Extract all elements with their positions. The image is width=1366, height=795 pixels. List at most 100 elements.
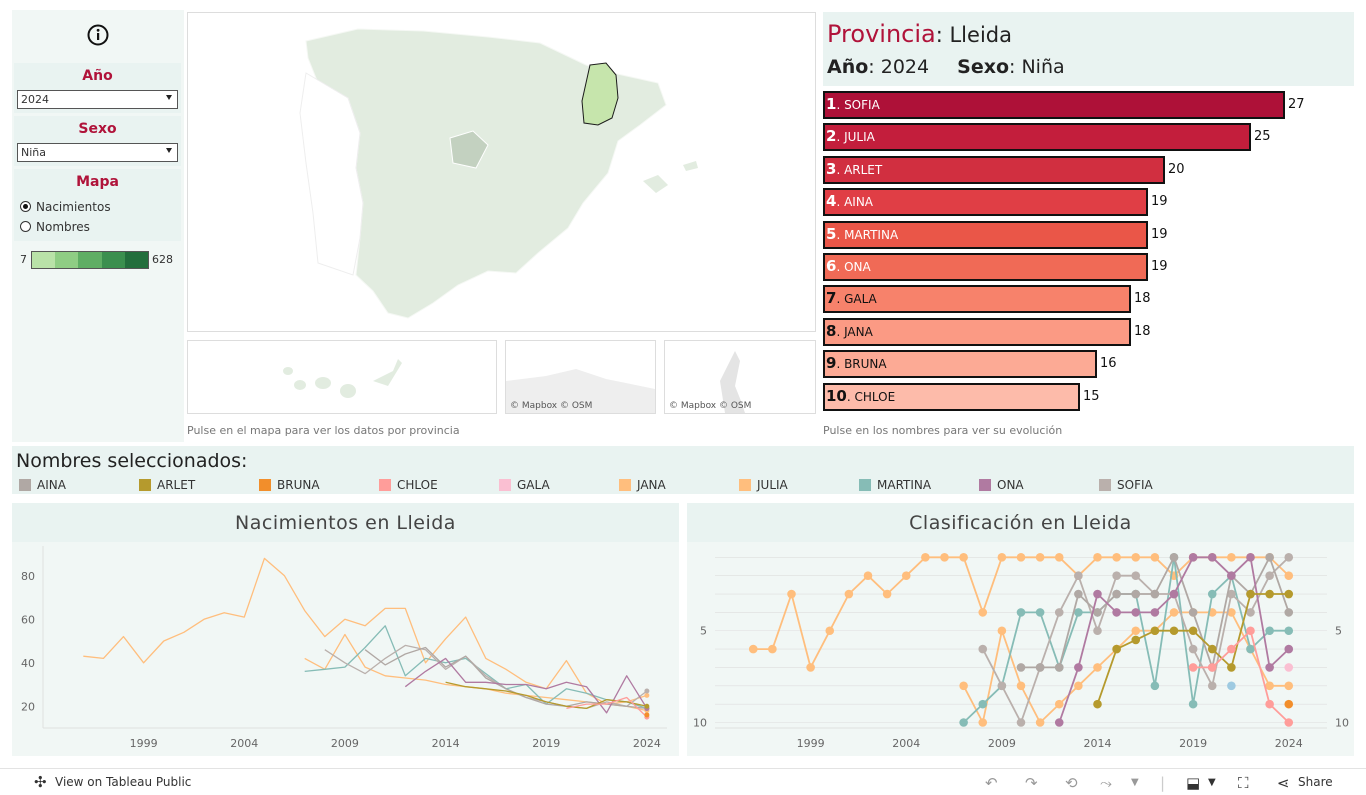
revert-icon[interactable]: ⟲ [1065,774,1078,792]
point-ona [1265,663,1274,672]
bar-sofia[interactable] [823,91,1285,119]
point-sofia [1074,571,1083,580]
births-chart-area: 1999 2004 2009 2014 2019 2024 20 40 60 80 [12,542,679,756]
point-julia [1150,553,1160,562]
bar-label: 5. MARTINA [826,224,899,243]
sex-value: : Niña [1009,56,1065,78]
tableau-toolbar: ✣ View on Tableau Public ↶ ↷ ⟲ ⤳ ▼ | ⬓ ▼… [0,768,1366,795]
point-extra [1227,681,1236,691]
province-label: Provincia [827,20,936,48]
bar-gala[interactable] [823,285,1131,314]
map-note: Pulse en el mapa para ver los datos por … [187,424,460,437]
bar-arlet[interactable] [823,155,1165,184]
refresh-icon[interactable]: ⤳ [1100,774,1113,792]
point-sofia [1246,608,1255,617]
legend-item-chloe[interactable]: CHLOE [379,478,438,492]
point-aina [1054,663,1064,672]
legend-swatch [979,479,991,491]
bar-value: 20 [1168,161,1185,177]
map-ceuta[interactable]: © Mapbox © OSM [505,340,656,414]
legend-item-arlet[interactable]: ARLET [139,478,195,492]
year-label: Año [827,56,869,78]
share-icon[interactable]: ⋖ [1277,774,1290,792]
rank-chart-area: 1999 2004 2009 2014 2019 2024 5 5 10 10 [687,542,1354,756]
chevron-down-icon[interactable]: ▼ [1208,777,1216,788]
divider: | [1160,774,1166,792]
view-on-tableau-link[interactable]: View on Tableau Public [55,775,192,789]
year-select[interactable]: 2024 [17,90,178,109]
point-gala [1284,663,1294,672]
year-select-value: 2024 [21,93,49,106]
province-heading: Provincia: Lleida [827,20,1012,48]
point-julia [921,553,930,562]
point-arlet [1169,626,1179,636]
legend-item-sofia[interactable]: SOFIA [1099,478,1153,492]
legend-item-jana[interactable]: JANA [619,478,666,492]
bar-value: 19 [1151,194,1168,210]
redo-icon[interactable]: ↷ [1025,774,1038,792]
x-tick-label: 2004 [230,737,258,750]
map-spain[interactable] [187,12,816,332]
color-scale-max: 628 [152,253,173,266]
point-julia [882,589,892,599]
year-value: : 2024 [868,56,930,78]
legend-item-gala[interactable]: GALA [499,478,550,492]
legend-item-julia[interactable]: JULIA [739,478,788,492]
lleida-province [581,62,619,126]
share-button[interactable]: Share [1298,775,1333,789]
download-icon[interactable]: ⬓ [1186,774,1201,792]
point-chloe [1265,699,1274,709]
bar-ona[interactable] [823,253,1148,281]
ranking-header [823,12,1354,86]
point-julia [959,553,968,562]
point-martina [1265,626,1274,636]
point-julia [1016,553,1026,562]
sex-select-value: Niña [21,146,46,159]
info-circle-icon[interactable] [87,24,109,46]
point-julia [1054,553,1064,562]
bar-jana[interactable] [823,317,1131,346]
chevron-down-icon[interactable]: ▼ [1131,777,1139,788]
fullscreen-icon[interactable]: ⛶ [1238,774,1249,792]
sex-select[interactable]: Niña [17,143,178,162]
point-jana [1035,718,1045,727]
point-ona [1131,608,1141,617]
point-jana [1131,626,1141,636]
x-tick-label: 2014 [432,737,460,750]
y-tick-label-right: 5 [1335,625,1342,638]
selected-names-title: Nombres seleccionados: [16,450,248,472]
point-julia [1227,553,1236,562]
legend-item-bruna[interactable]: BRUNA [259,478,320,492]
point-sofia [1131,571,1141,580]
legend-item-martina[interactable]: MARTINA [859,478,931,492]
bar-julia[interactable] [823,123,1251,152]
legend-swatch [139,479,151,491]
point-ona [1112,608,1121,617]
tableau-logo-icon: ✣ [34,773,47,791]
point-arlet [1207,644,1217,654]
map-canarias[interactable] [187,340,497,414]
undo-icon[interactable]: ↶ [985,774,998,792]
legend-swatch [19,479,31,491]
bar-chloe[interactable] [823,382,1080,411]
point-jana [1227,608,1236,617]
legend-swatch [379,479,391,491]
legend-label: ONA [997,478,1024,492]
map-melilla[interactable]: © Mapbox © OSM [664,340,816,414]
radio-nacimientos[interactable]: Nacimientos [20,200,111,214]
bar-value: 27 [1288,97,1305,112]
radio-nombres[interactable]: Nombres [20,220,90,234]
scale-step [78,252,102,268]
bar-label: 7. GALA [826,289,877,308]
bar-bruna[interactable] [823,350,1097,379]
point-aina [1074,589,1083,599]
bar-aina[interactable] [823,188,1148,217]
point-martina [1016,608,1026,617]
map-attribution: © Mapbox © OSM [669,401,752,411]
legend-item-ona[interactable]: ONA [979,478,1024,492]
map-mode-title: Mapa [76,174,119,190]
bar-martina[interactable] [823,220,1148,249]
point-arlet [1284,589,1294,599]
radio-selected-icon [20,201,31,212]
legend-item-aina[interactable]: AINA [19,478,66,492]
